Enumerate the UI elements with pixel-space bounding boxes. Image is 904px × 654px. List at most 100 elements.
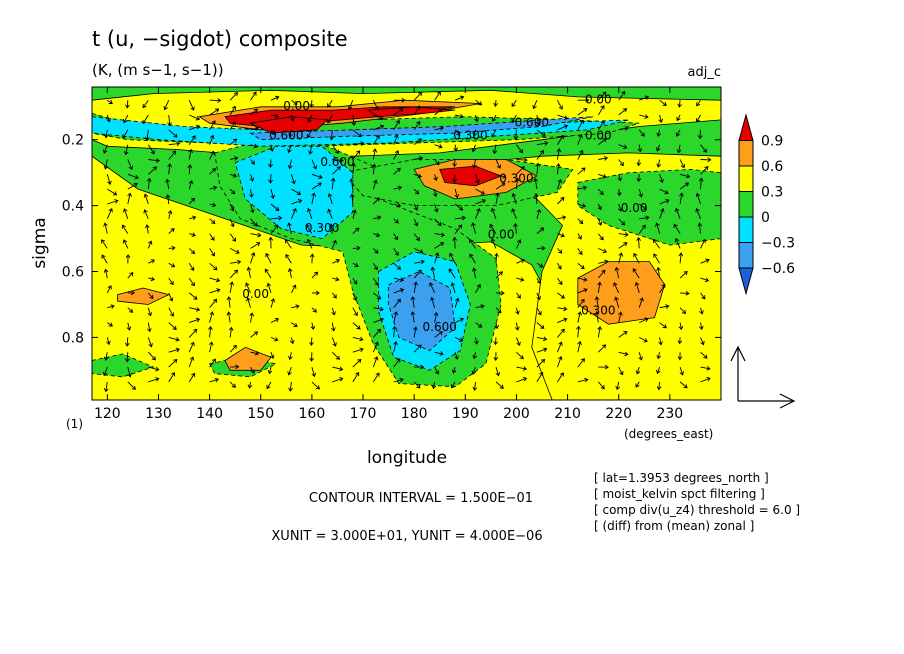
- wind-vector: [250, 203, 255, 214]
- wind-vector: [167, 163, 172, 175]
- wind-vector: [618, 126, 629, 131]
- wind-vector: [270, 129, 276, 136]
- wind-vector: [229, 173, 238, 178]
- wind-vector: [332, 258, 340, 264]
- wind-vector: [659, 174, 664, 184]
- wind-vector: [597, 344, 607, 353]
- wind-vector: [598, 247, 608, 254]
- wind-vector: [434, 331, 443, 338]
- wind-vector: [311, 366, 317, 378]
- wind-vector: [557, 134, 564, 145]
- wind-vector: [393, 248, 399, 256]
- wind-vector: [331, 337, 337, 347]
- wind-vector: [209, 202, 217, 208]
- wind-vector: [250, 331, 259, 338]
- wind-vector: [101, 254, 108, 264]
- wind-vector: [511, 192, 517, 205]
- wind-vector: [373, 317, 384, 324]
- wind-vector: [674, 237, 681, 249]
- wind-vector: [311, 159, 318, 170]
- wind-vector: [143, 193, 149, 205]
- wind-vector: [454, 188, 460, 199]
- wind-vector: [209, 120, 216, 131]
- wind-vector: [434, 366, 440, 375]
- wind-vector: [188, 372, 196, 383]
- wind-vector: [306, 238, 313, 249]
- wind-vector: [536, 371, 544, 383]
- wind-vector: [557, 99, 563, 110]
- wind-vector: [189, 124, 201, 131]
- wind-vector: [229, 218, 235, 228]
- info-line-1: [ lat=1.3953 degrees_north ]: [594, 471, 769, 485]
- wind-vector: [285, 238, 292, 249]
- wind-vector: [393, 377, 404, 383]
- wind-vector: [309, 253, 315, 264]
- wind-vector: [352, 209, 357, 219]
- x-tick-label: 200: [503, 406, 530, 422]
- wind-vector: [352, 141, 365, 146]
- wind-vector: [269, 352, 275, 359]
- wind-vector: [331, 166, 341, 175]
- wind-vector: [577, 311, 583, 323]
- wind-vector: [536, 358, 546, 368]
- x-tick-label: 190: [452, 406, 479, 422]
- wind-vector: [327, 114, 333, 124]
- wind-vector: [188, 148, 193, 160]
- wind-vector: [557, 114, 569, 120]
- wind-vector: [636, 236, 642, 249]
- wind-vector: [126, 322, 132, 331]
- wind-vector: [288, 129, 293, 138]
- wind-vector: [577, 233, 582, 240]
- wind-vector: [309, 352, 314, 362]
- wind-vector: [617, 174, 623, 182]
- wind-vector: [613, 282, 620, 294]
- colorbar-label: −0.6: [761, 261, 795, 277]
- wind-vector: [106, 114, 111, 123]
- wind-vector: [490, 238, 497, 249]
- wind-vector: [475, 207, 481, 219]
- wind-vector: [454, 203, 464, 211]
- wind-vector: [656, 159, 662, 168]
- wind-vector: [290, 174, 296, 185]
- wind-vector: [679, 381, 688, 389]
- wind-vector: [291, 304, 300, 309]
- wind-vector: [103, 222, 108, 234]
- contour-label: 0.00: [283, 99, 310, 113]
- wind-vector: [490, 207, 497, 219]
- wind-vector: [536, 292, 541, 301]
- wind-vector: [453, 144, 459, 152]
- wind-vector: [414, 247, 424, 254]
- chart-tag: adj_c: [688, 65, 721, 80]
- wind-vector: [454, 95, 465, 101]
- colorbar-label: −0.3: [761, 236, 795, 252]
- wind-vector: [659, 283, 666, 294]
- wind-vector: [495, 307, 502, 314]
- wind-vector: [209, 288, 221, 294]
- wind-vector: [209, 298, 218, 308]
- wind-vector: [658, 114, 664, 124]
- wind-vector: [700, 258, 710, 264]
- wind-vector: [331, 307, 336, 316]
- wind-vector: [352, 277, 358, 285]
- contour-region: [117, 287, 170, 305]
- wind-vector: [659, 322, 667, 329]
- wind-vector: [695, 192, 701, 205]
- wind-vector: [677, 100, 682, 108]
- wind-vector: [372, 179, 378, 190]
- x-tick-label: 130: [145, 406, 172, 422]
- wind-vector: [351, 162, 357, 175]
- wind-vector: [618, 232, 629, 237]
- wind-vector: [700, 157, 712, 163]
- wind-vector: [434, 242, 445, 249]
- wind-vector: [639, 95, 650, 101]
- wind-vector: [288, 381, 293, 392]
- wind-vector: [250, 108, 258, 116]
- wind-vector: [393, 218, 399, 224]
- wind-vector: [495, 173, 507, 179]
- wind-vector: [449, 252, 456, 264]
- wind-vector: [270, 336, 279, 342]
- wind-vector: [393, 185, 403, 191]
- wind-vector: [434, 91, 441, 101]
- contour-label: 0.600: [423, 320, 457, 334]
